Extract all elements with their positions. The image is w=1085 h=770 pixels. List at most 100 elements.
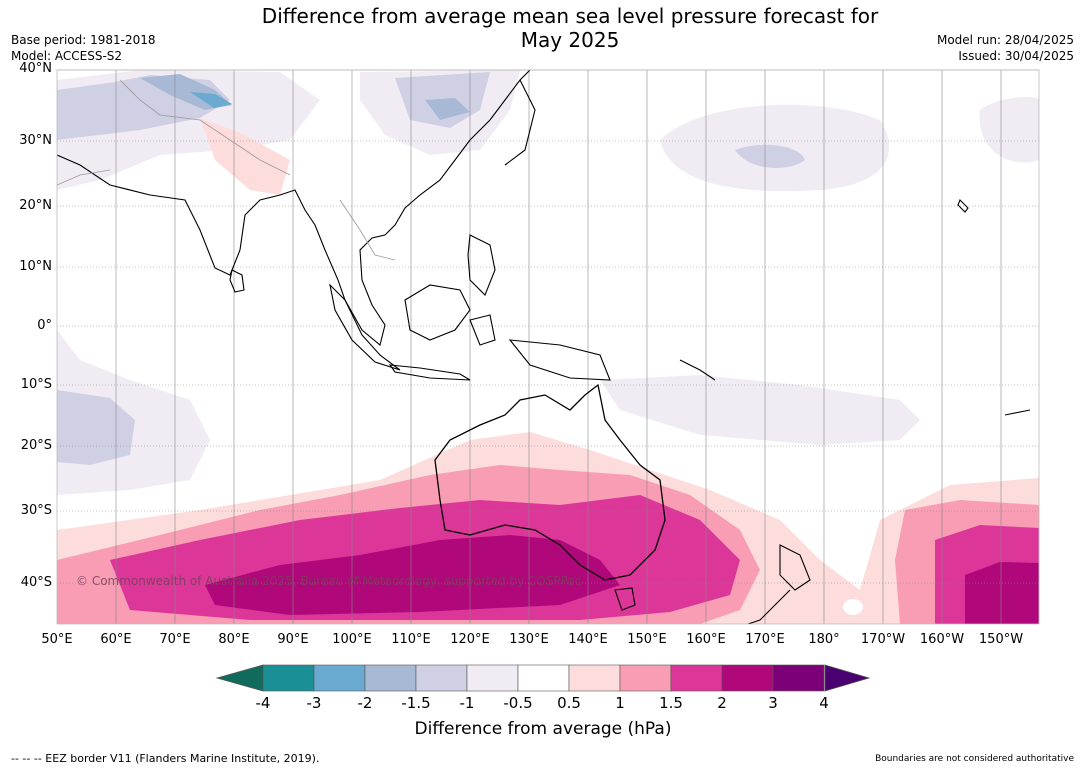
anomaly-neg-2-himalaya xyxy=(190,92,232,108)
korea-japan-coast xyxy=(504,79,536,166)
colorbar-swatch xyxy=(466,664,519,692)
colorbar-swatch xyxy=(721,664,774,692)
colorbar-swatch xyxy=(568,664,621,692)
eez-border-legend: -- -- -- EEZ border V11 (Flanders Marine… xyxy=(11,752,320,765)
colorbar-swatch xyxy=(313,664,366,692)
philippines xyxy=(467,234,496,296)
colorbar-tick-label: 3 xyxy=(768,694,778,712)
border-arabia xyxy=(57,169,111,186)
colorbar-over-arrow xyxy=(824,664,871,692)
base-period: Base period: 1981-2018 xyxy=(11,33,156,47)
border-indochina xyxy=(339,199,396,261)
lon-label-110e: 110°E xyxy=(391,632,431,647)
sulawesi xyxy=(469,314,496,346)
lat-label-40n: 40°N xyxy=(19,61,52,76)
lon-label-160e: 160°E xyxy=(686,632,726,647)
lat-label-20s: 20°S xyxy=(20,438,52,453)
lon-label-140e: 140°E xyxy=(568,632,608,647)
lat-label-40s: 40°S xyxy=(20,575,52,590)
colorbar-swatch xyxy=(670,664,723,692)
coastlines xyxy=(57,70,1031,624)
lat-label-10s: 10°S xyxy=(20,377,52,392)
anomaly-pos-2-sepacific xyxy=(965,562,1039,624)
colorbar-title: Difference from average (hPa) xyxy=(414,719,672,739)
anomaly-neg-15-china xyxy=(425,98,470,120)
colorbar-swatch xyxy=(517,664,570,692)
lon-label-100e: 100°E xyxy=(332,632,372,647)
anomaly-neg-05-nepacific xyxy=(979,97,1039,163)
colorbar-swatch xyxy=(262,664,315,692)
anomaly-neg-1-sio xyxy=(57,390,135,465)
lon-label-150e: 150°E xyxy=(627,632,667,647)
samoa-tonga xyxy=(1004,409,1031,416)
map-title: Difference from average mean sea level p… xyxy=(0,4,1085,52)
colorbar-swatch xyxy=(772,664,825,692)
anomaly-gap-island xyxy=(843,599,863,615)
australia xyxy=(434,383,666,581)
colorbar-tick-label: 0.5 xyxy=(557,694,581,712)
anomaly-neg-1-pacific xyxy=(735,144,805,169)
colorbar-under-arrow xyxy=(215,664,264,692)
colorbar-tick-label: 4 xyxy=(819,694,829,712)
title-line-2: May 2025 xyxy=(520,28,620,52)
colorbar-tick-label: -2 xyxy=(357,694,373,712)
colorbar-tick-label: -3 xyxy=(306,694,322,712)
lat-label-10n: 10°N xyxy=(19,259,52,274)
map-frame xyxy=(56,69,1040,625)
border-himalaya xyxy=(119,79,291,176)
colorbar-tick-label: -4 xyxy=(255,694,271,712)
colorbar-tick-label: -1.5 xyxy=(401,694,431,712)
colorbar-tick-label: 2 xyxy=(717,694,727,712)
lon-label-70e: 70°E xyxy=(159,632,191,647)
lat-label-30s: 30°S xyxy=(20,503,52,518)
model-run-date: Model run: 28/04/2025 xyxy=(936,33,1074,47)
sri-lanka xyxy=(229,269,245,293)
lon-label-90e: 90°E xyxy=(277,632,309,647)
colorbar-swatch xyxy=(619,664,672,692)
new-guinea xyxy=(508,339,611,381)
title-line-1: Difference from average mean sea level p… xyxy=(261,4,879,28)
colorbar-swatch xyxy=(364,664,417,692)
tasmania xyxy=(614,587,636,611)
java xyxy=(388,364,471,381)
colorbar xyxy=(215,664,871,692)
lon-label-60e: 60°E xyxy=(100,632,132,647)
boundaries-disclaimer: Boundaries are not considered authoritat… xyxy=(875,754,1074,764)
lon-label-150w: 150°W xyxy=(978,632,1024,647)
solomon-islands xyxy=(679,359,716,381)
country-borders xyxy=(57,79,396,261)
lon-label-170e: 170°E xyxy=(745,632,785,647)
lon-label-120e: 120°E xyxy=(450,632,490,647)
lon-label-180: 180° xyxy=(808,632,840,647)
new-zealand-north xyxy=(779,544,811,591)
lon-label-130e: 130°E xyxy=(509,632,549,647)
model-name: Model: ACCESS-S2 xyxy=(11,49,123,63)
colorbar-tick-label: -0.5 xyxy=(503,694,533,712)
run-info: Model run: 28/04/2025 Issued: 30/04/2025 xyxy=(937,32,1074,64)
sumatra xyxy=(329,283,401,371)
anomaly-pos-05-gangetic xyxy=(200,118,290,195)
lon-label-80e: 80°E xyxy=(218,632,250,647)
new-zealand-south xyxy=(747,589,791,624)
borneo xyxy=(404,284,471,341)
hawaii xyxy=(957,199,969,213)
lat-label-equator: 0° xyxy=(37,318,52,333)
graticule xyxy=(57,69,1039,624)
colorbar-tick-label: -1 xyxy=(459,694,475,712)
colorbar-boxes xyxy=(262,664,825,692)
anomaly-neg-05-swp xyxy=(600,375,920,445)
lat-label-30n: 30°N xyxy=(19,133,52,148)
colorbar-tick-label: 1 xyxy=(615,694,625,712)
lat-label-20n: 20°N xyxy=(19,198,52,213)
lon-label-50e: 50°E xyxy=(41,632,73,647)
lon-label-160w: 160°W xyxy=(919,632,965,647)
lon-label-170w: 170°W xyxy=(860,632,906,647)
asia-mainland-coast xyxy=(57,70,531,346)
colorbar-swatch xyxy=(415,664,468,692)
copyright-notice: © Commonwealth of Australia 2025, Bureau… xyxy=(76,574,582,588)
anomaly-pos-2-southern xyxy=(205,535,620,615)
pressure-anomaly-fields xyxy=(57,70,1039,624)
model-info: Base period: 1981-2018 Model: ACCESS-S2 xyxy=(11,32,156,64)
issued-date: Issued: 30/04/2025 xyxy=(958,49,1074,63)
